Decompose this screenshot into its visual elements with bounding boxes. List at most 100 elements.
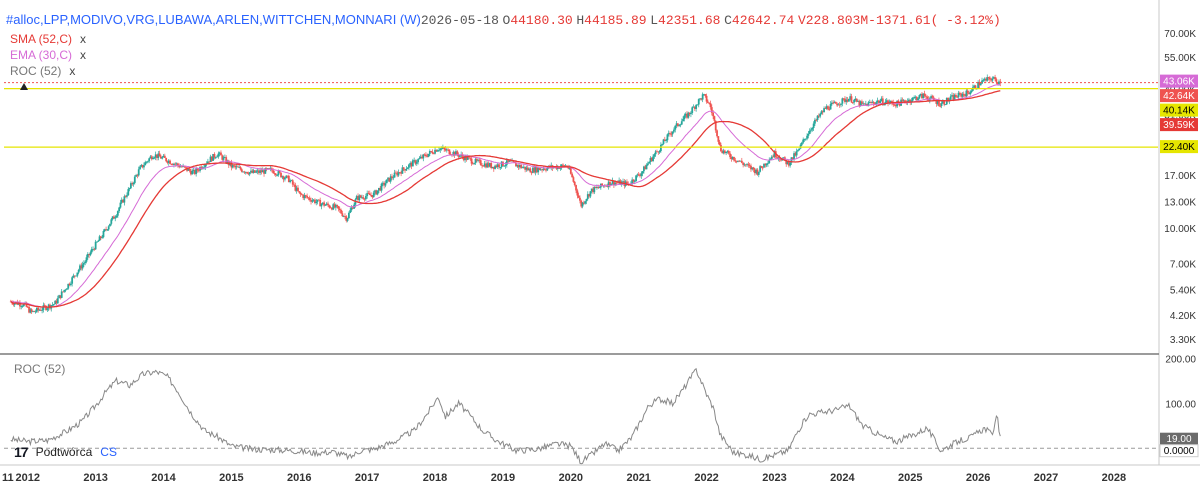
candle-body (268, 168, 271, 170)
candle-body (800, 142, 803, 145)
candle-body (682, 119, 684, 122)
candle-body (144, 162, 147, 166)
candle-body (204, 164, 207, 168)
candle-body (597, 187, 600, 188)
candle-body (526, 167, 529, 171)
candle-body (444, 148, 447, 151)
candle-body (936, 100, 939, 104)
candle-body (755, 169, 758, 174)
ema-line (10, 84, 1001, 308)
candle-body (952, 95, 955, 100)
candle-body (684, 113, 687, 116)
candle-body (187, 168, 190, 171)
indicator-sma-close-icon[interactable]: x (80, 32, 87, 46)
candle-body (374, 190, 376, 193)
candle-body (652, 156, 654, 162)
indicator-roc-close-icon[interactable]: x (69, 64, 76, 78)
candle-body (509, 160, 512, 162)
candle-body (904, 100, 906, 102)
candle-body (440, 148, 443, 150)
candle-body (210, 156, 213, 161)
price-tick-label: 70.00K (1164, 29, 1196, 40)
candle-body (439, 148, 442, 151)
candle-body (593, 186, 596, 193)
candle-body (295, 187, 298, 191)
candle-body (145, 161, 148, 163)
candle-body (885, 100, 888, 102)
candle-body (109, 223, 111, 227)
candle-body (588, 194, 590, 197)
candle-body (757, 171, 760, 175)
candle-body (589, 191, 592, 197)
indicator-sma[interactable]: SMA (52,C) x (10, 32, 86, 46)
candle-body (261, 170, 264, 173)
candle-body (233, 165, 235, 166)
candle-body (701, 94, 704, 100)
candle-body (325, 203, 328, 205)
candle-body (411, 160, 414, 167)
candle-body (663, 139, 666, 142)
candle-body (870, 102, 872, 103)
candle-body (703, 94, 705, 95)
candle-body (82, 263, 85, 265)
price-tick-label: 5.40K (1170, 286, 1196, 297)
candle-body (699, 98, 701, 100)
candle-body (98, 236, 101, 241)
candle-body (401, 167, 404, 174)
candle-body (388, 177, 391, 182)
candle-body (722, 150, 725, 154)
candle-body (483, 163, 486, 167)
candle-body (332, 204, 335, 210)
indicator-ema[interactable]: EMA (30,C) x (10, 48, 86, 62)
time-tick-label: 11 (2, 472, 14, 484)
candle-body (362, 197, 365, 199)
symbol-name[interactable]: #alloc,LPP,MODIVO,VRG,LUBAWA,ARLEN,WITTC… (6, 12, 421, 27)
candle-body (861, 101, 863, 104)
candle-body (421, 156, 423, 159)
candle-body (462, 156, 465, 161)
price-badge (1160, 74, 1198, 88)
indicator-roc[interactable]: ROC (52) x (10, 64, 75, 78)
candle-body (616, 182, 619, 184)
candle-body (195, 168, 198, 174)
candle-body (316, 199, 319, 202)
candle-body (304, 195, 307, 196)
candle-body (208, 161, 211, 163)
candle-body (97, 240, 100, 242)
candle-body (364, 196, 367, 200)
candle-body (985, 78, 987, 81)
candle-body (389, 176, 392, 182)
candle-body (812, 123, 815, 129)
candle-body (166, 161, 169, 163)
candle-body (614, 182, 617, 186)
candle-body (184, 166, 187, 168)
open-label: O (502, 13, 511, 28)
candle-body (581, 202, 584, 207)
candle-body (218, 152, 221, 154)
candle-body (307, 197, 310, 199)
candle-body (829, 104, 832, 110)
candle-body (931, 96, 934, 98)
candle-body (609, 181, 611, 186)
candle-body (340, 210, 342, 214)
indicator-ema-close-icon[interactable]: x (80, 48, 87, 62)
candle-body (135, 174, 138, 177)
candle-body (499, 167, 502, 168)
candle-body (260, 170, 263, 173)
candle-body (393, 172, 396, 178)
candle-body (633, 180, 636, 182)
candle-body (525, 167, 528, 170)
candle-body (327, 203, 329, 206)
candle-body (56, 298, 59, 304)
candle-body (222, 157, 225, 160)
candle-body (671, 131, 674, 135)
candle-body (452, 151, 455, 155)
candle-body (417, 159, 419, 163)
candle-body (673, 129, 675, 132)
candle-body (838, 104, 841, 106)
candle-body (825, 106, 828, 109)
candle-body (137, 169, 140, 176)
candle-body (874, 103, 876, 105)
candle-body (191, 170, 194, 175)
candle-body (844, 98, 846, 102)
